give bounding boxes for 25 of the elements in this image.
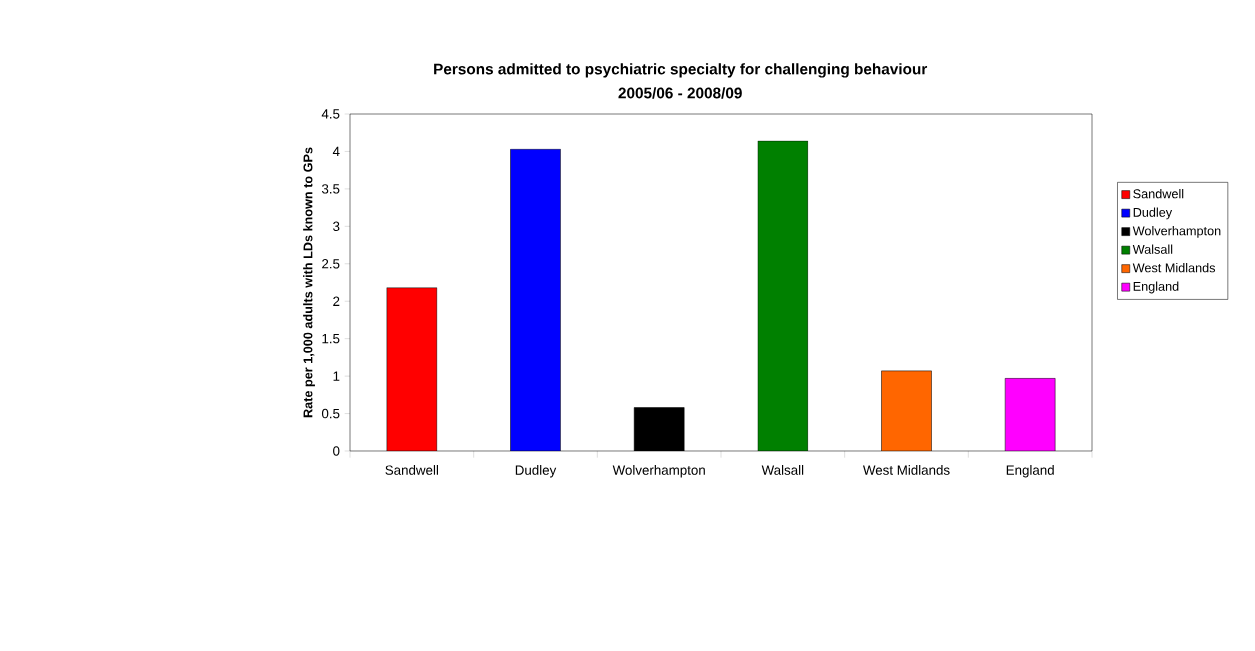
x-tick-label: Walsall — [761, 465, 804, 475]
y-axis-title: Rate per 1,000 adults with LDs known to GPs — [303, 147, 315, 418]
y-tick-label: 4 — [332, 146, 340, 157]
x-tick-label: Wolverhampton — [612, 465, 705, 478]
y-tick-label: 0.5 — [321, 408, 340, 419]
legend-label: Wolverhampton — [1132, 226, 1221, 238]
x-tick-label: Sandwell — [385, 465, 438, 475]
y-tick-label: 3 — [333, 221, 340, 232]
y-tick-label: 1.5 — [322, 334, 340, 344]
legend-label: Sandwell — [1133, 189, 1184, 199]
y-tick-label: 3.5 — [321, 184, 340, 194]
y-tick-label: 1 — [333, 371, 340, 381]
chart-title: Persons admitted to psychiatric specialty for challenging behaviour — [434, 63, 928, 78]
y-tick-label: 0 — [333, 446, 340, 456]
x-tick-label: Dudley — [515, 465, 557, 478]
x-tick-label: England — [1006, 465, 1054, 478]
y-tick-label: 2.5 — [322, 259, 340, 269]
y-tick-label: 2 — [333, 296, 340, 306]
legend-label: Walsall — [1132, 244, 1173, 254]
y-tick-label: 4.5 — [321, 109, 340, 119]
x-tick-label: West Midlands — [862, 465, 950, 475]
legend-label: England — [1133, 281, 1179, 294]
chart-subtitle: 2005/06 - 2008/09 — [618, 87, 742, 99]
legend-label: West Midlands — [1132, 263, 1216, 273]
legend-label: Dudley — [1133, 207, 1173, 220]
